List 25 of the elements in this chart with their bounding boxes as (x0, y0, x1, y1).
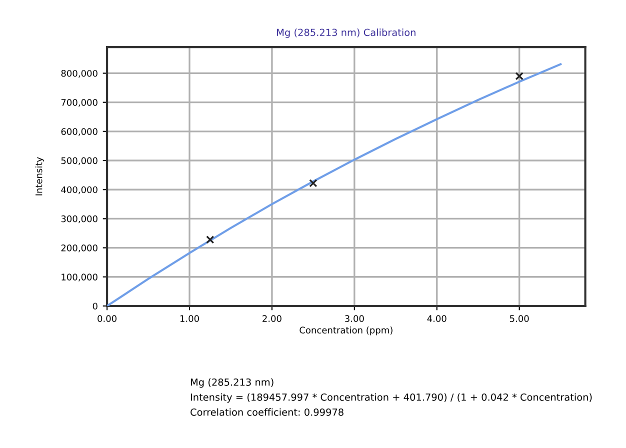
text: Mg (285.213 nm) (190, 378, 274, 388)
y-tick-label: 300,000 (61, 215, 98, 224)
y-tick-label: 600,000 (61, 128, 98, 136)
x-tick-label: 0.00 (98, 315, 116, 322)
point (206, 236, 214, 244)
x-tick-label: 2.00 (262, 315, 282, 322)
x-tick-label: 4.00 (427, 315, 446, 322)
y-tick-label: 400,000 (61, 186, 98, 194)
x-tick-label: 5.00 (510, 315, 529, 322)
text: Intensity = (189457.997 * Concentration + 401.790) / (1 + 0.042 * Concentration) (190, 393, 592, 403)
y-tick-label: 100,000 (62, 274, 98, 282)
chart-title: Mg (285.213 nm) Calibration (277, 28, 416, 38)
point (515, 72, 524, 80)
text: Correlation coefficient: 0.99978 (190, 408, 344, 416)
x-axis-title: Concentration (ppm) (300, 326, 392, 336)
y-tick-label: 800,000 (61, 70, 98, 78)
x-tick-label: 1.00 (180, 315, 199, 322)
y-tick-label: 700,000 (61, 99, 98, 107)
line-series (107, 63, 562, 306)
x-tick-label: 3.00 (345, 315, 364, 322)
y-tick-label: 0 (92, 302, 98, 310)
y-axis-title: Intensity (35, 157, 44, 196)
point (309, 179, 318, 188)
y-tick-label: 200,000 (61, 244, 98, 252)
y-tick-label: 500,000 (61, 157, 98, 165)
